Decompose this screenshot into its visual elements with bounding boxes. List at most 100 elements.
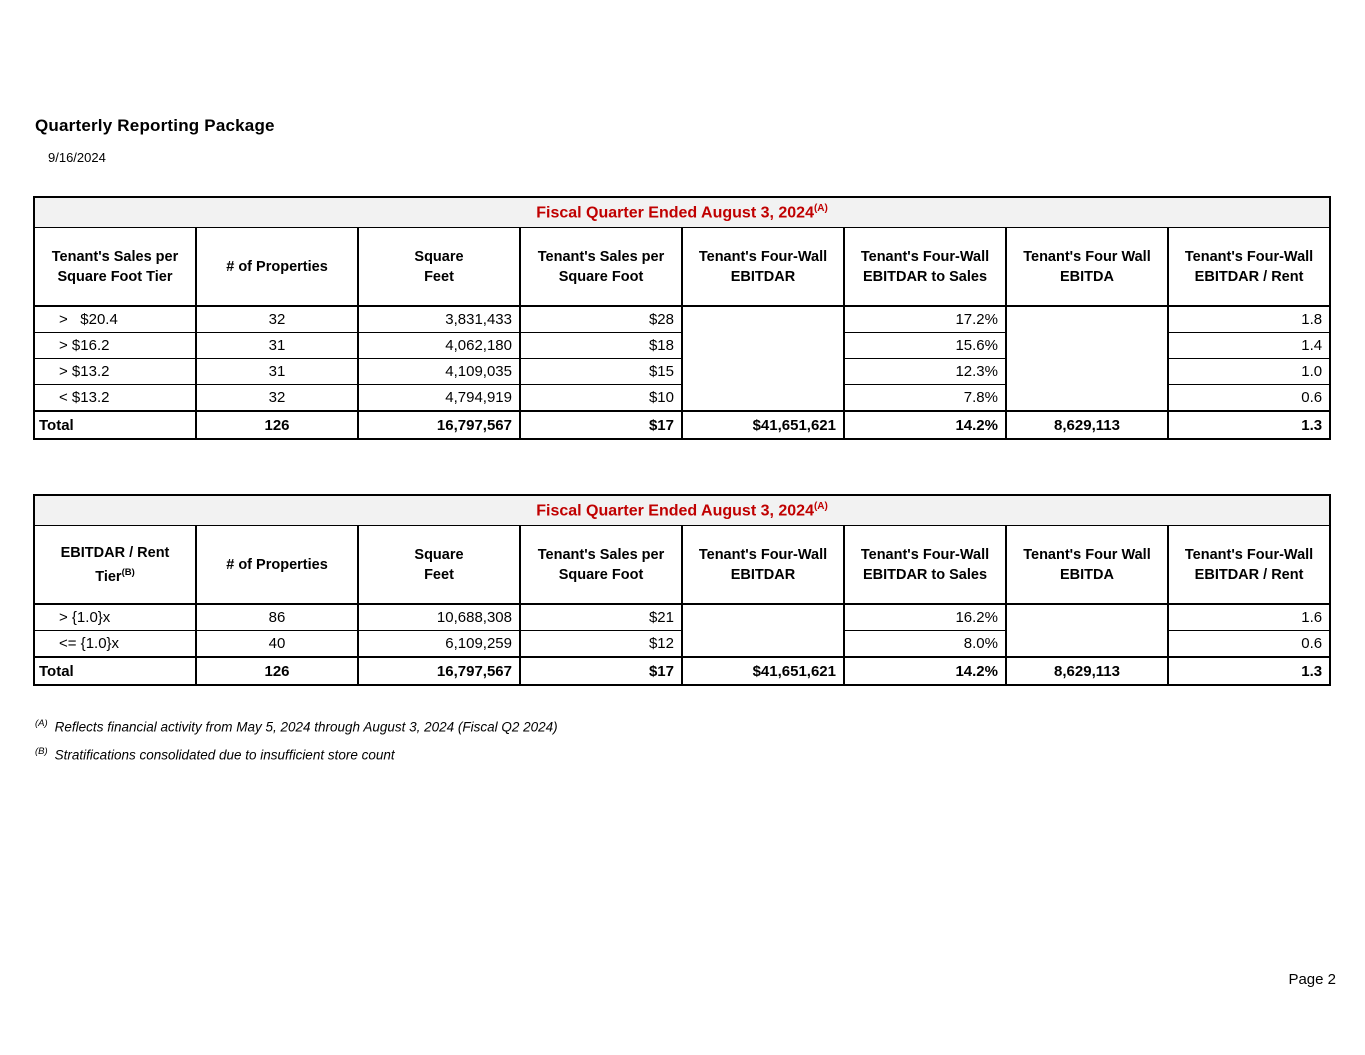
col-header-ebitdar: Tenant's Four-Wall EBITDAR bbox=[681, 227, 845, 307]
total-sales-psf-cell: $17 bbox=[519, 656, 683, 686]
col-header-properties: # of Properties bbox=[195, 525, 359, 605]
properties-cell: 40 bbox=[195, 630, 359, 658]
sales-psf-cell: $28 bbox=[519, 305, 683, 333]
sales-psf-cell: $10 bbox=[519, 384, 683, 412]
ebitdar-rent-cell: 1.6 bbox=[1166, 603, 1332, 631]
ebitda-blank-cell bbox=[1005, 305, 1169, 412]
sales-psf-cell: $15 bbox=[519, 358, 683, 385]
total-ebitdar-to-sales-cell: 14.2% bbox=[843, 410, 1007, 440]
table-row: > $16.2 31 4,062,180 $18 15.6% 1.4 bbox=[33, 332, 1332, 359]
properties-cell: 32 bbox=[195, 305, 359, 333]
tier-cell: > $20.4 bbox=[33, 305, 197, 333]
sales-psf-cell: $21 bbox=[519, 603, 683, 631]
sales-per-sqft-tier-table: Fiscal Quarter Ended August 3, 2024(A) T… bbox=[32, 196, 1332, 440]
square-feet-cell: 4,109,035 bbox=[357, 358, 521, 385]
tier-cell: > $16.2 bbox=[33, 332, 197, 359]
table-row: > {1.0}x 86 10,688,308 $21 16.2% 1.6 bbox=[33, 603, 1332, 658]
footnote-b-mark: (B) bbox=[35, 745, 48, 757]
footnote-a-text: Reflects financial activity from May 5, … bbox=[54, 719, 558, 735]
total-sales-psf-cell: $17 bbox=[519, 410, 683, 440]
col-header-tier: Tenant's Sales per Square Foot Tier bbox=[33, 227, 197, 307]
properties-cell: 31 bbox=[195, 332, 359, 359]
col-header-ebitdar-to-sales: Tenant's Four-Wall EBITDAR to Sales bbox=[843, 525, 1007, 605]
col-header-ebitdar-to-sales: Tenant's Four-Wall EBITDAR to Sales bbox=[843, 227, 1007, 307]
banner-footnote-mark: (A) bbox=[813, 500, 828, 512]
table-banner-row: Fiscal Quarter Ended August 3, 2024(A) bbox=[32, 494, 1332, 526]
banner-text: Fiscal Quarter Ended August 3, 2024 bbox=[536, 502, 814, 520]
properties-cell: 86 bbox=[195, 603, 359, 631]
total-ebitda-cell: 8,629,113 bbox=[1005, 656, 1169, 686]
col-header-tier: EBITDAR / Rent Tier(B) bbox=[33, 525, 197, 605]
ebitdar-to-sales-cell: 12.3% bbox=[843, 358, 1007, 385]
ebitdar-to-sales-cell: 7.8% bbox=[843, 384, 1007, 412]
ebitdar-blank-cell bbox=[681, 305, 845, 412]
sales-psf-cell: $12 bbox=[519, 630, 683, 658]
total-properties-cell: 126 bbox=[195, 410, 359, 440]
footnote-a: (A) Reflects financial activity from May … bbox=[35, 715, 558, 736]
total-label-cell: Total bbox=[33, 656, 197, 686]
table-total-row: Total 126 16,797,567 $17 $41,651,621 14.… bbox=[33, 410, 1332, 440]
tier-cell: <= {1.0}x bbox=[33, 630, 197, 658]
square-feet-cell: 4,062,180 bbox=[357, 332, 521, 359]
table-row: < $13.2 32 4,794,919 $10 7.8% 0.6 bbox=[33, 384, 1332, 412]
col-header-ebitda: Tenant's Four Wall EBITDA bbox=[1005, 227, 1169, 307]
banner-text: Fiscal Quarter Ended August 3, 2024 bbox=[536, 204, 814, 222]
col-header-ebitdar: Tenant's Four-Wall EBITDAR bbox=[681, 525, 845, 605]
table-header-row: Tenant's Sales per Square Foot Tier # of … bbox=[33, 227, 1332, 307]
ebitdar-rent-cell: 0.6 bbox=[1166, 384, 1332, 412]
total-ebitdar-rent-cell: 1.3 bbox=[1166, 656, 1332, 686]
col-header-properties: # of Properties bbox=[195, 227, 359, 307]
table-row: > $20.4 32 3,831,433 $28 17.2% 1.8 bbox=[33, 305, 1332, 412]
total-ebitdar-cell: $41,651,621 bbox=[681, 410, 845, 440]
square-feet-cell: 6,109,259 bbox=[357, 630, 521, 658]
col-header-square-feet: Square Feet bbox=[357, 227, 521, 307]
page-number: Page 2 bbox=[1288, 971, 1336, 988]
tier-cell: > {1.0}x bbox=[33, 603, 197, 631]
total-square-feet-cell: 16,797,567 bbox=[357, 410, 521, 440]
sales-psf-cell: $18 bbox=[519, 332, 683, 359]
footnote-b-text: Stratifications consolidated due to insu… bbox=[54, 747, 395, 762]
ebitdar-rent-cell: 0.6 bbox=[1166, 630, 1332, 658]
footnotes: (A) Reflects financial activity from May … bbox=[35, 715, 558, 770]
square-feet-cell: 4,794,919 bbox=[357, 384, 521, 412]
ebitdar-to-sales-cell: 8.0% bbox=[843, 630, 1007, 658]
ebitda-blank-cell bbox=[1005, 603, 1169, 658]
col-header-square-feet: Square Feet bbox=[357, 525, 521, 605]
properties-cell: 32 bbox=[195, 384, 359, 412]
ebitdar-rent-cell: 1.4 bbox=[1166, 332, 1332, 359]
table-header-row: EBITDAR / Rent Tier(B) # of Properties Sq… bbox=[33, 525, 1332, 605]
table-total-row: Total 126 16,797,567 $17 $41,651,621 14.… bbox=[33, 656, 1332, 686]
ebitdar-rent-tier-table: Fiscal Quarter Ended August 3, 2024(A) E… bbox=[32, 494, 1332, 686]
page-title: Quarterly Reporting Package bbox=[35, 116, 275, 135]
footnote-b: (B) Stratifications consolidated due to i… bbox=[35, 743, 558, 764]
table-row: > $13.2 31 4,109,035 $15 12.3% 1.0 bbox=[33, 358, 1332, 385]
ebitdar-blank-cell bbox=[681, 603, 845, 658]
col-header-ebitda: Tenant's Four Wall EBITDA bbox=[1005, 525, 1169, 605]
col-header-sales-psf: Tenant's Sales per Square Foot bbox=[519, 525, 683, 605]
square-feet-cell: 10,688,308 bbox=[357, 603, 521, 631]
square-feet-cell: 3,831,433 bbox=[357, 305, 521, 333]
ebitdar-rent-cell: 1.8 bbox=[1166, 305, 1332, 333]
total-square-feet-cell: 16,797,567 bbox=[357, 656, 521, 686]
ebitdar-rent-cell: 1.0 bbox=[1166, 358, 1332, 385]
report-date: 9/16/2024 bbox=[48, 150, 106, 165]
fiscal-quarter-banner: Fiscal Quarter Ended August 3, 2024(A) bbox=[32, 196, 1332, 228]
total-ebitdar-cell: $41,651,621 bbox=[681, 656, 845, 686]
properties-cell: 31 bbox=[195, 358, 359, 385]
total-label-cell: Total bbox=[33, 410, 197, 440]
ebitdar-to-sales-cell: 16.2% bbox=[843, 603, 1007, 631]
fiscal-quarter-banner: Fiscal Quarter Ended August 3, 2024(A) bbox=[32, 494, 1332, 526]
total-ebitdar-to-sales-cell: 14.2% bbox=[843, 656, 1007, 686]
tier-cell: > $13.2 bbox=[33, 358, 197, 385]
col-header-ebitdar-rent: Tenant's Four-Wall EBITDAR / Rent bbox=[1166, 525, 1332, 605]
ebitdar-to-sales-cell: 15.6% bbox=[843, 332, 1007, 359]
table-row: <= {1.0}x 40 6,109,259 $12 8.0% 0.6 bbox=[33, 630, 1332, 658]
ebitdar-to-sales-cell: 17.2% bbox=[843, 305, 1007, 333]
tier-footnote-mark: (B) bbox=[121, 566, 135, 578]
banner-footnote-mark: (A) bbox=[813, 202, 828, 214]
footnote-a-mark: (A) bbox=[35, 718, 48, 729]
table-banner-row: Fiscal Quarter Ended August 3, 2024(A) bbox=[32, 196, 1332, 228]
total-properties-cell: 126 bbox=[195, 656, 359, 686]
tier-cell: < $13.2 bbox=[33, 384, 197, 412]
total-ebitda-cell: 8,629,113 bbox=[1005, 410, 1169, 440]
